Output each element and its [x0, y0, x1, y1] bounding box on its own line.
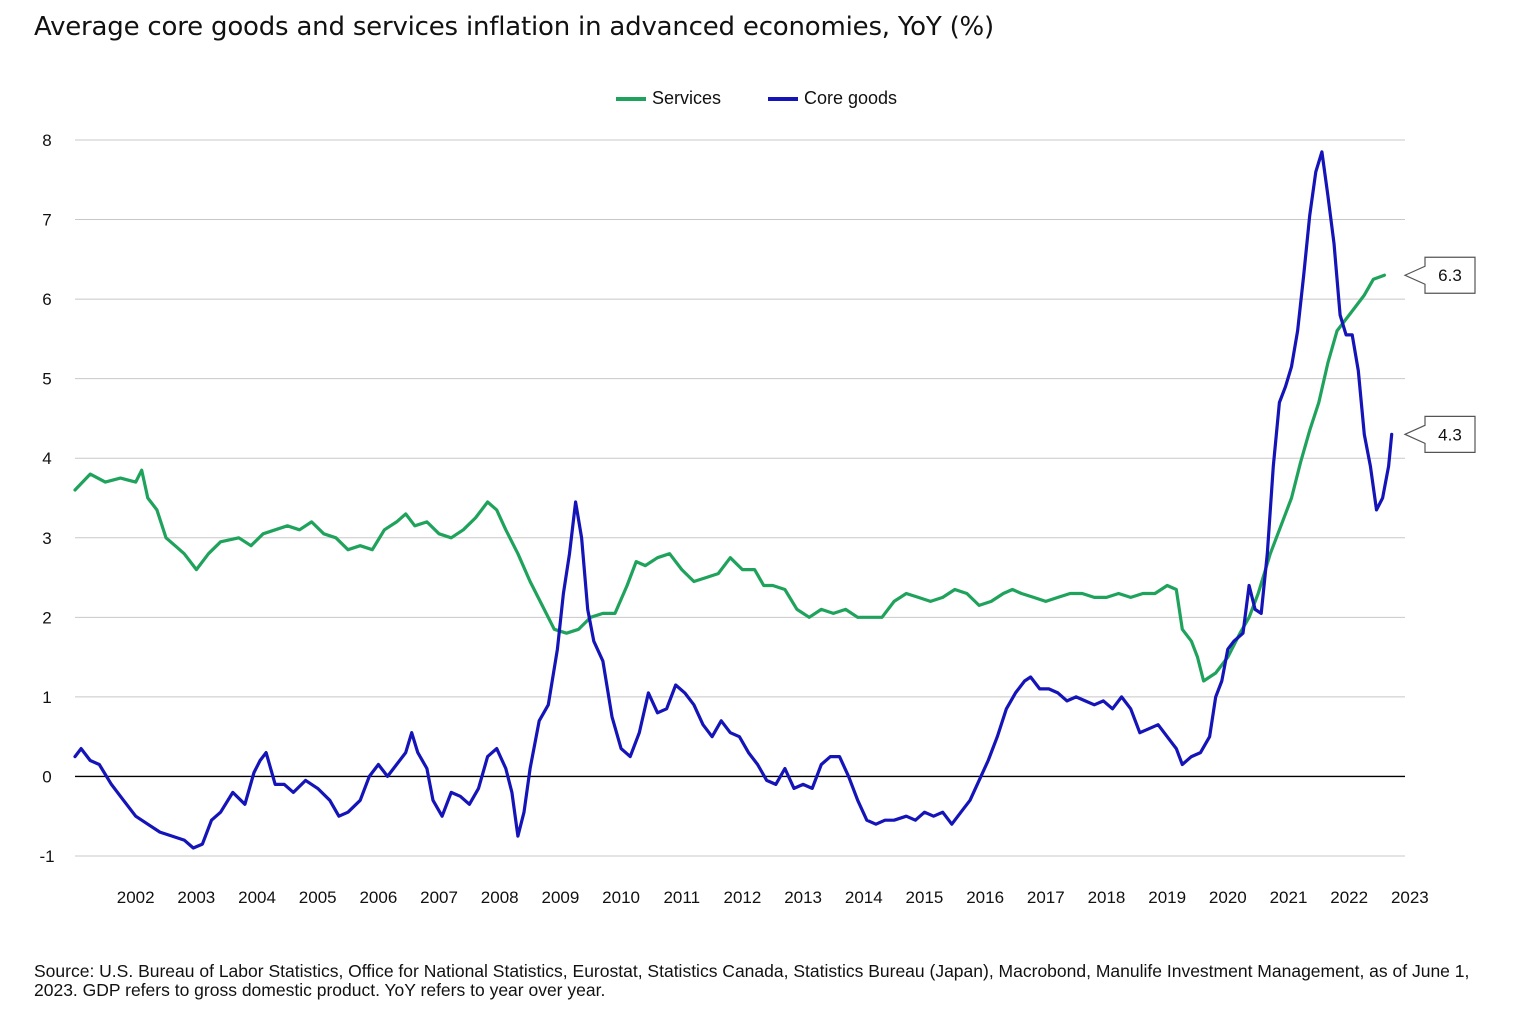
x-tick-label: 2006 — [359, 888, 397, 907]
x-tick-label: 2017 — [1027, 888, 1065, 907]
y-tick-label: 7 — [42, 211, 51, 230]
y-tick-label: 1 — [42, 688, 51, 707]
x-tick-label: 2009 — [541, 888, 579, 907]
x-tick-label: 2018 — [1088, 888, 1126, 907]
series-line-core-goods — [73, 150, 1394, 850]
x-tick-label: 2019 — [1148, 888, 1186, 907]
x-tick-label: 2003 — [177, 888, 215, 907]
legend-label-services: Services — [652, 88, 722, 108]
y-tick-label: 2 — [42, 608, 51, 627]
x-tick-label: 2010 — [602, 888, 640, 907]
value-callout — [1403, 256, 1476, 294]
x-tick-label: 2022 — [1330, 888, 1368, 907]
y-tick-label: 3 — [42, 529, 51, 548]
y-tick-label: -1 — [39, 847, 54, 866]
x-tick-label: 2014 — [845, 888, 883, 907]
x-tick-label: 2004 — [238, 888, 276, 907]
series-line-services — [73, 273, 1386, 683]
y-tick-label: 0 — [42, 767, 51, 786]
chart-title: Average core goods and services inflatio… — [34, 12, 994, 42]
x-tick-label: 2011 — [663, 888, 700, 907]
x-tick-label: 2012 — [724, 888, 762, 907]
x-tick-label: 2021 — [1270, 888, 1308, 907]
x-tick-label: 2013 — [784, 888, 822, 907]
y-tick-label: 5 — [42, 370, 51, 389]
value-callout — [1403, 415, 1476, 453]
legend-label-core-goods: Core goods — [804, 88, 898, 108]
line-chart: -1 0 1 2 3 4 5 6 7 8 2002 2003 2004 2005 2006 2007 2008 2… — [39, 131, 1476, 907]
x-tick-label: 2007 — [420, 888, 458, 907]
x-tick-label: 2016 — [966, 888, 1004, 907]
value-callout-label: 4.3 — [1438, 425, 1462, 444]
y-tick-label: 4 — [42, 449, 51, 468]
x-tick-label: 2020 — [1209, 888, 1247, 907]
source-note: Source: U.S. Bureau of Labor Statistics,… — [34, 961, 1470, 1000]
x-tick-label: 2015 — [906, 888, 944, 907]
legend-item-services: Services — [616, 88, 721, 109]
x-tick-label: 2002 — [117, 888, 155, 907]
y-tick-label: 6 — [42, 290, 51, 309]
x-tick-label: 2023 — [1391, 888, 1429, 907]
legend: Services Core goods — [0, 88, 1520, 112]
y-tick-label: 8 — [42, 131, 51, 150]
legend-swatch-core-goods — [768, 96, 798, 101]
x-tick-label: 2005 — [299, 888, 337, 907]
legend-item-core-goods: Core goods — [768, 88, 897, 109]
x-tick-label: 2008 — [481, 888, 519, 907]
legend-swatch-services — [616, 96, 646, 101]
value-callout-label: 6.3 — [1438, 266, 1462, 285]
